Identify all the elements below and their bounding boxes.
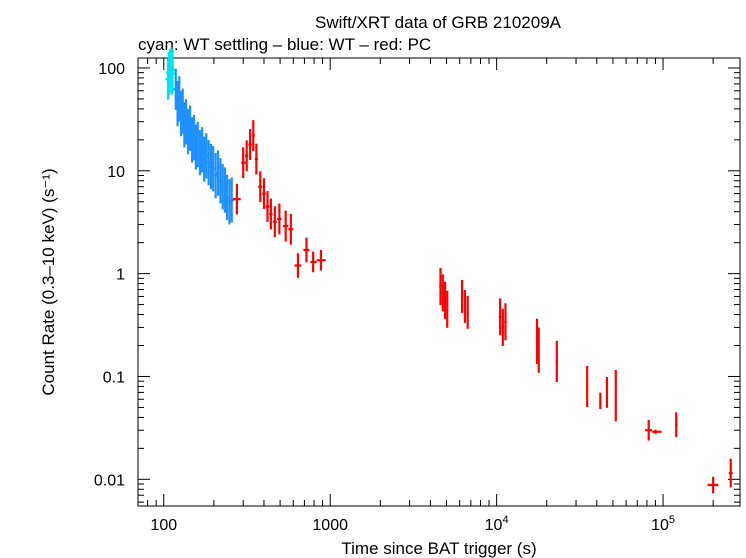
data-point [537, 327, 540, 373]
y-tick-label: 0.01 [94, 472, 125, 489]
data-point [652, 429, 662, 434]
x-axis-label: Time since BAT trigger (s) [341, 539, 536, 558]
data-point [460, 279, 464, 313]
data-point [504, 303, 507, 341]
data-point [241, 147, 246, 179]
data-point [251, 120, 255, 152]
data-point [262, 178, 266, 210]
data-point [439, 267, 442, 305]
data-point [675, 412, 678, 437]
x-axis-tick-labels: 100 1000 104 105 [150, 514, 675, 534]
data-point [170, 49, 176, 91]
data-point [441, 274, 444, 312]
data-point [728, 458, 733, 488]
series-pc [232, 120, 733, 494]
plot-frame [137, 57, 741, 507]
data-point [310, 251, 317, 273]
y-tick-label: 100 [98, 61, 125, 78]
series-wt-settling [165, 47, 176, 100]
data-point [316, 249, 326, 271]
x-tick-label: 1000 [312, 517, 348, 534]
data-point [245, 140, 249, 172]
data-point [265, 191, 270, 222]
data-point [501, 308, 505, 346]
y-axis-tick-labels: 100 10 1 0.1 0.01 [94, 61, 125, 489]
x-axis-ticks [137, 58, 714, 506]
y-tick-label: 0.1 [103, 369, 125, 386]
x-tick-label: 104 [485, 514, 509, 534]
data-point [555, 340, 559, 383]
y-axis-label: Count Rate (0.3–10 keV) (s⁻¹) [39, 168, 58, 395]
data-point [269, 198, 273, 230]
data-point [248, 129, 252, 160]
data-point [645, 419, 653, 441]
data-point [282, 210, 289, 242]
data-point [599, 392, 602, 410]
data-point [258, 171, 263, 203]
y-tick-label: 10 [107, 164, 125, 181]
data-point [232, 183, 241, 215]
data-point [586, 365, 589, 407]
chart-title: Swift/XRT data of GRB 210209A [315, 13, 562, 32]
y-tick-label: 1 [116, 267, 125, 284]
data-point [254, 143, 258, 175]
y-axis-ticks [138, 67, 740, 503]
data-point [303, 237, 310, 263]
data-point [443, 281, 447, 319]
data-point [294, 253, 302, 278]
data-point [446, 290, 449, 328]
data-point [466, 295, 469, 329]
data-point [614, 369, 617, 422]
data-point [288, 213, 294, 245]
x-tick-label: 105 [651, 514, 675, 534]
data-point [707, 476, 719, 494]
data-point [277, 203, 282, 235]
data-series [165, 47, 733, 494]
x-tick-label: 100 [150, 517, 177, 534]
chart-subtitle: cyan: WT settling – blue: WT – red: PC [138, 35, 431, 54]
series-wt [173, 68, 235, 225]
data-point [272, 206, 277, 238]
data-point [463, 289, 467, 323]
data-point [498, 298, 502, 336]
data-point [605, 376, 609, 408]
